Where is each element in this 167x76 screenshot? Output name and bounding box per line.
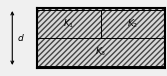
- Bar: [101, 10, 165, 38]
- Text: $d$: $d$: [17, 33, 25, 43]
- Bar: [37, 38, 165, 66]
- Bar: [37, 66, 165, 68]
- Text: $K_2$: $K_2$: [127, 18, 138, 30]
- Bar: [37, 8, 165, 10]
- Text: $K_3$: $K_3$: [95, 46, 107, 58]
- Bar: [37, 10, 101, 38]
- Text: $K_1$: $K_1$: [63, 18, 75, 30]
